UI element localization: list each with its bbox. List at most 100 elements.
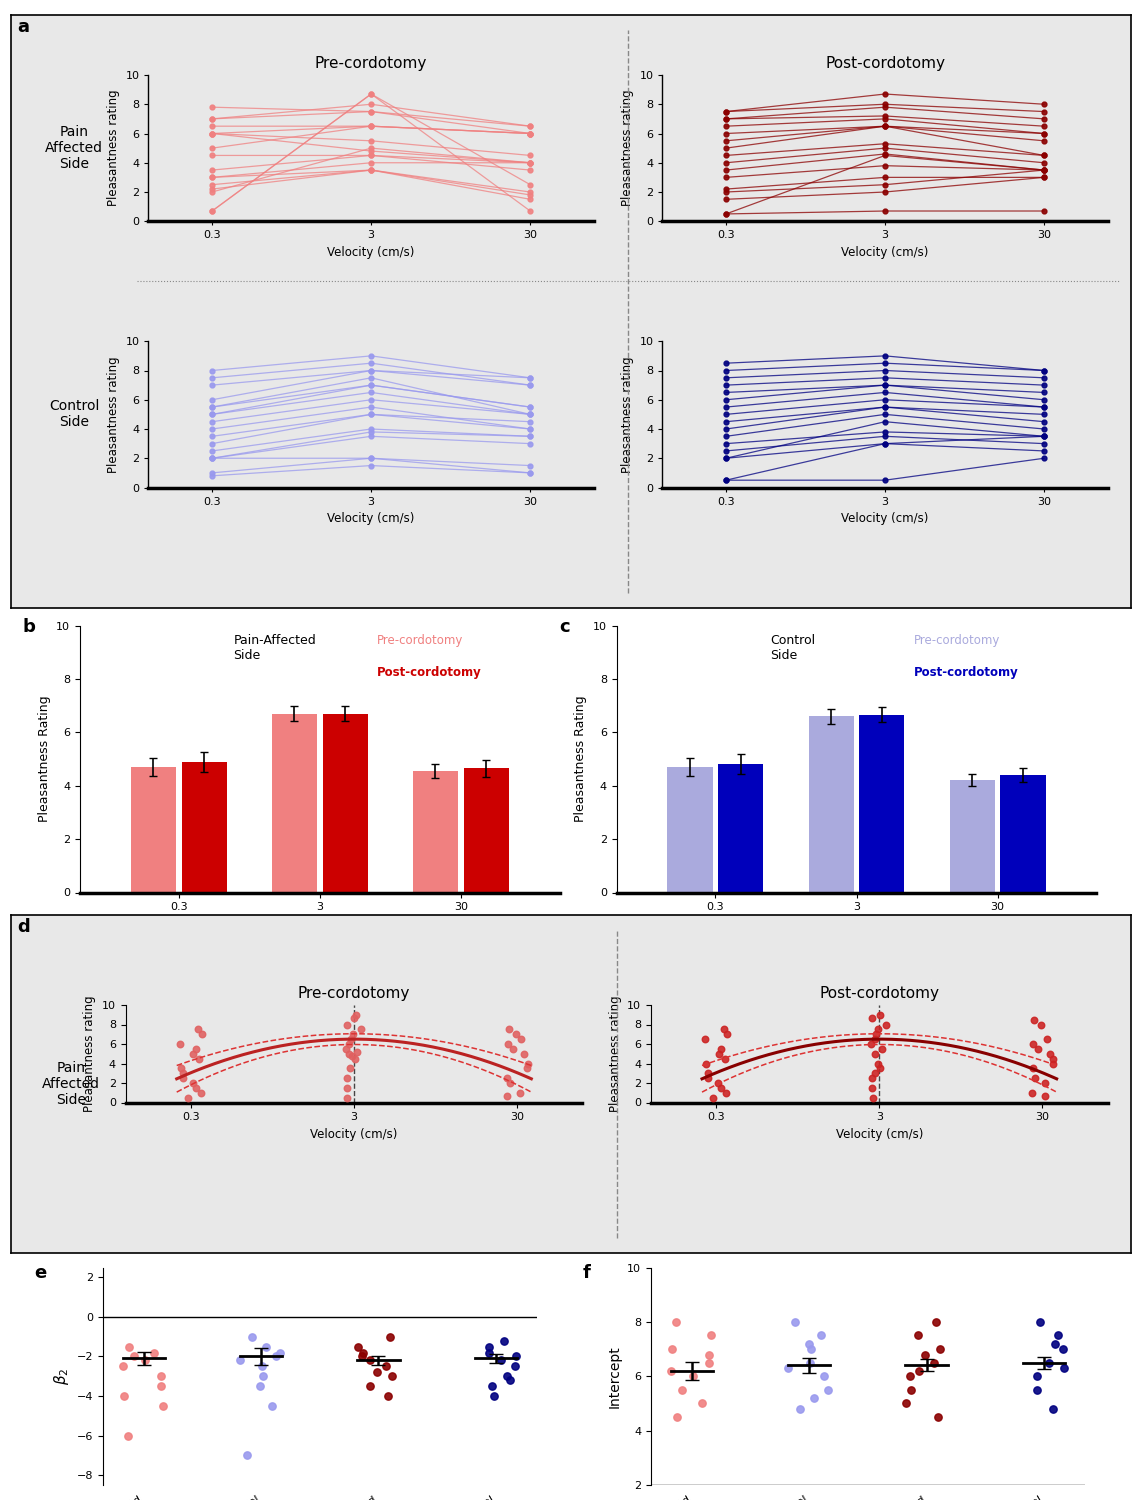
Point: [124, 1344, 143, 1368]
Bar: [1000, 776, 1046, 892]
Text: e: e: [34, 1264, 47, 1282]
Point: [1038, 1028, 1056, 1051]
Point: [484, 1384, 502, 1408]
Point: [867, 1023, 885, 1047]
Point: [184, 1071, 202, 1095]
Point: [338, 1066, 356, 1090]
Point: [518, 1052, 537, 1076]
Point: [243, 1324, 262, 1348]
Point: [1029, 1036, 1047, 1060]
Point: [352, 1017, 370, 1041]
Point: [866, 1028, 884, 1051]
Point: [928, 1406, 947, 1429]
Point: [353, 1344, 371, 1368]
Y-axis label: Pleasantness rating: Pleasantness rating: [107, 356, 120, 472]
Title: Post-cordotomy: Post-cordotomy: [825, 56, 946, 70]
Point: [1040, 1041, 1059, 1065]
Point: [252, 1354, 271, 1378]
Point: [1032, 1013, 1051, 1036]
Point: [152, 1365, 170, 1389]
Bar: [130, 766, 176, 892]
Point: [190, 1017, 208, 1041]
X-axis label: Velocity (cm/s): Velocity (cm/s): [328, 512, 415, 525]
Point: [1028, 1365, 1046, 1389]
Point: [267, 1344, 286, 1368]
Title: Pre-cordotomy: Pre-cordotomy: [315, 56, 427, 70]
Point: [819, 1378, 837, 1402]
Y-axis label: Pleasantness Rating: Pleasantness Rating: [38, 696, 50, 822]
Point: [347, 1002, 365, 1026]
Point: [862, 1032, 880, 1056]
Point: [898, 1392, 916, 1416]
Point: [498, 1365, 516, 1389]
Point: [791, 1396, 810, 1420]
Point: [500, 1071, 518, 1095]
Point: [786, 1310, 804, 1334]
Point: [662, 1359, 681, 1383]
Text: Control
Side: Control Side: [49, 399, 99, 429]
Point: [779, 1356, 797, 1380]
Point: [115, 1384, 134, 1408]
Point: [1036, 1083, 1054, 1107]
Point: [271, 1341, 289, 1365]
Text: Pain
Affected
Side: Pain Affected Side: [46, 124, 103, 171]
Point: [264, 1394, 282, 1417]
Point: [1044, 1396, 1062, 1420]
Point: [870, 1056, 888, 1080]
Point: [1023, 1080, 1042, 1104]
Point: [700, 1342, 718, 1366]
Point: [379, 1384, 397, 1408]
Point: [697, 1028, 715, 1051]
Point: [1028, 1378, 1046, 1402]
Point: [909, 1359, 927, 1383]
Point: [1046, 1332, 1064, 1356]
Point: [190, 1047, 208, 1071]
Text: Pain
Affected
Side: Pain Affected Side: [42, 1060, 99, 1107]
Point: [927, 1310, 946, 1334]
Text: a: a: [17, 18, 30, 36]
Point: [713, 1076, 731, 1100]
Point: [863, 1086, 882, 1110]
Bar: [413, 771, 458, 892]
Bar: [667, 766, 713, 892]
Point: [1055, 1356, 1073, 1380]
Point: [1031, 1310, 1049, 1334]
Point: [702, 1323, 721, 1347]
Text: Pre-cordotomy: Pre-cordotomy: [914, 633, 1000, 646]
Point: [901, 1365, 919, 1389]
Point: [507, 1023, 525, 1047]
Y-axis label: Intercept: Intercept: [608, 1346, 621, 1407]
Bar: [809, 717, 854, 892]
Point: [513, 1028, 531, 1051]
Point: [664, 1336, 682, 1360]
Point: [184, 1041, 202, 1065]
Point: [171, 1032, 190, 1056]
Point: [504, 1036, 522, 1060]
Point: [866, 1062, 884, 1086]
Point: [507, 1344, 525, 1368]
Point: [699, 1066, 717, 1090]
Point: [380, 1324, 399, 1348]
Point: [174, 1062, 192, 1086]
Text: Pre-cordotomy: Pre-cordotomy: [377, 633, 464, 646]
Point: [668, 1406, 686, 1429]
Point: [801, 1350, 819, 1374]
Point: [1026, 1066, 1044, 1090]
Bar: [272, 714, 317, 892]
Point: [1048, 1323, 1067, 1347]
Point: [377, 1354, 395, 1378]
Point: [1044, 1052, 1062, 1076]
X-axis label: Velocity (cm/s): Velocity (cm/s): [328, 246, 415, 259]
Text: Post-cordotomy: Post-cordotomy: [914, 666, 1019, 678]
Point: [257, 1335, 275, 1359]
Point: [496, 1329, 514, 1353]
Point: [338, 1013, 356, 1036]
Point: [863, 1005, 882, 1029]
Point: [154, 1394, 172, 1417]
Point: [383, 1365, 401, 1389]
Point: [709, 1041, 727, 1065]
Point: [909, 1323, 927, 1347]
Point: [192, 1080, 210, 1104]
Point: [870, 1002, 888, 1026]
Point: [1024, 1008, 1043, 1032]
